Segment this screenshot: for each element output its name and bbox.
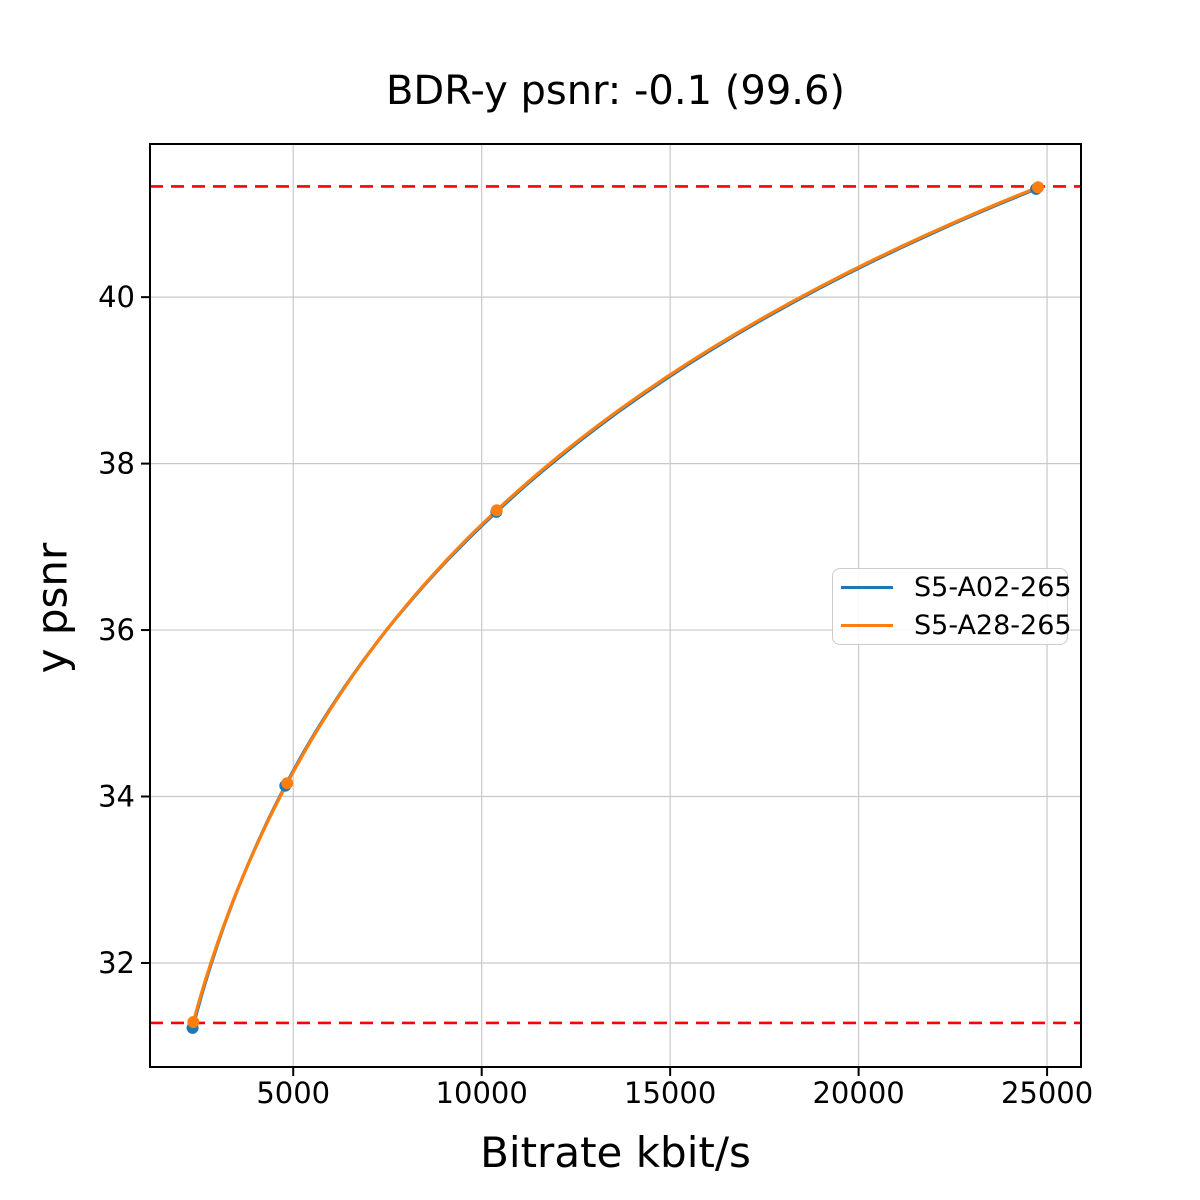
x-tick-label: 15000	[624, 1076, 716, 1110]
legend-item: S5-A28-265	[833, 607, 1072, 645]
legend-line-sample-icon	[841, 586, 893, 590]
data-point-marker	[1032, 181, 1045, 194]
legend-line-sample-icon	[841, 623, 893, 627]
y-tick-label: 34	[98, 780, 135, 814]
series-line	[191, 185, 1040, 1024]
x-tick-label: 20000	[812, 1076, 904, 1110]
data-point-marker	[281, 777, 294, 790]
data-point-marker	[187, 1016, 200, 1029]
y-tick-label: 38	[98, 447, 135, 481]
x-axis-label: Bitrate kbit/s	[480, 1128, 751, 1177]
axes-frame	[149, 143, 1082, 1068]
y-tick-label: 36	[98, 613, 135, 647]
legend: S5-A02-265 S5-A28-265	[832, 568, 1072, 645]
legend-label: S5-A28-265	[914, 609, 1072, 641]
x-tick-label: 5000	[256, 1076, 330, 1110]
legend-item: S5-A02-265	[833, 569, 1072, 607]
y-tick-label: 40	[98, 280, 135, 314]
chart-title: BDR-y psnr: -0.1 (99.6)	[385, 68, 846, 114]
x-tick-label: 25000	[1001, 1076, 1093, 1110]
data-point-marker	[490, 504, 503, 517]
y-tick-label: 32	[98, 946, 135, 980]
legend-label: S5-A02-265	[914, 572, 1072, 604]
x-tick-label: 10000	[436, 1076, 528, 1110]
